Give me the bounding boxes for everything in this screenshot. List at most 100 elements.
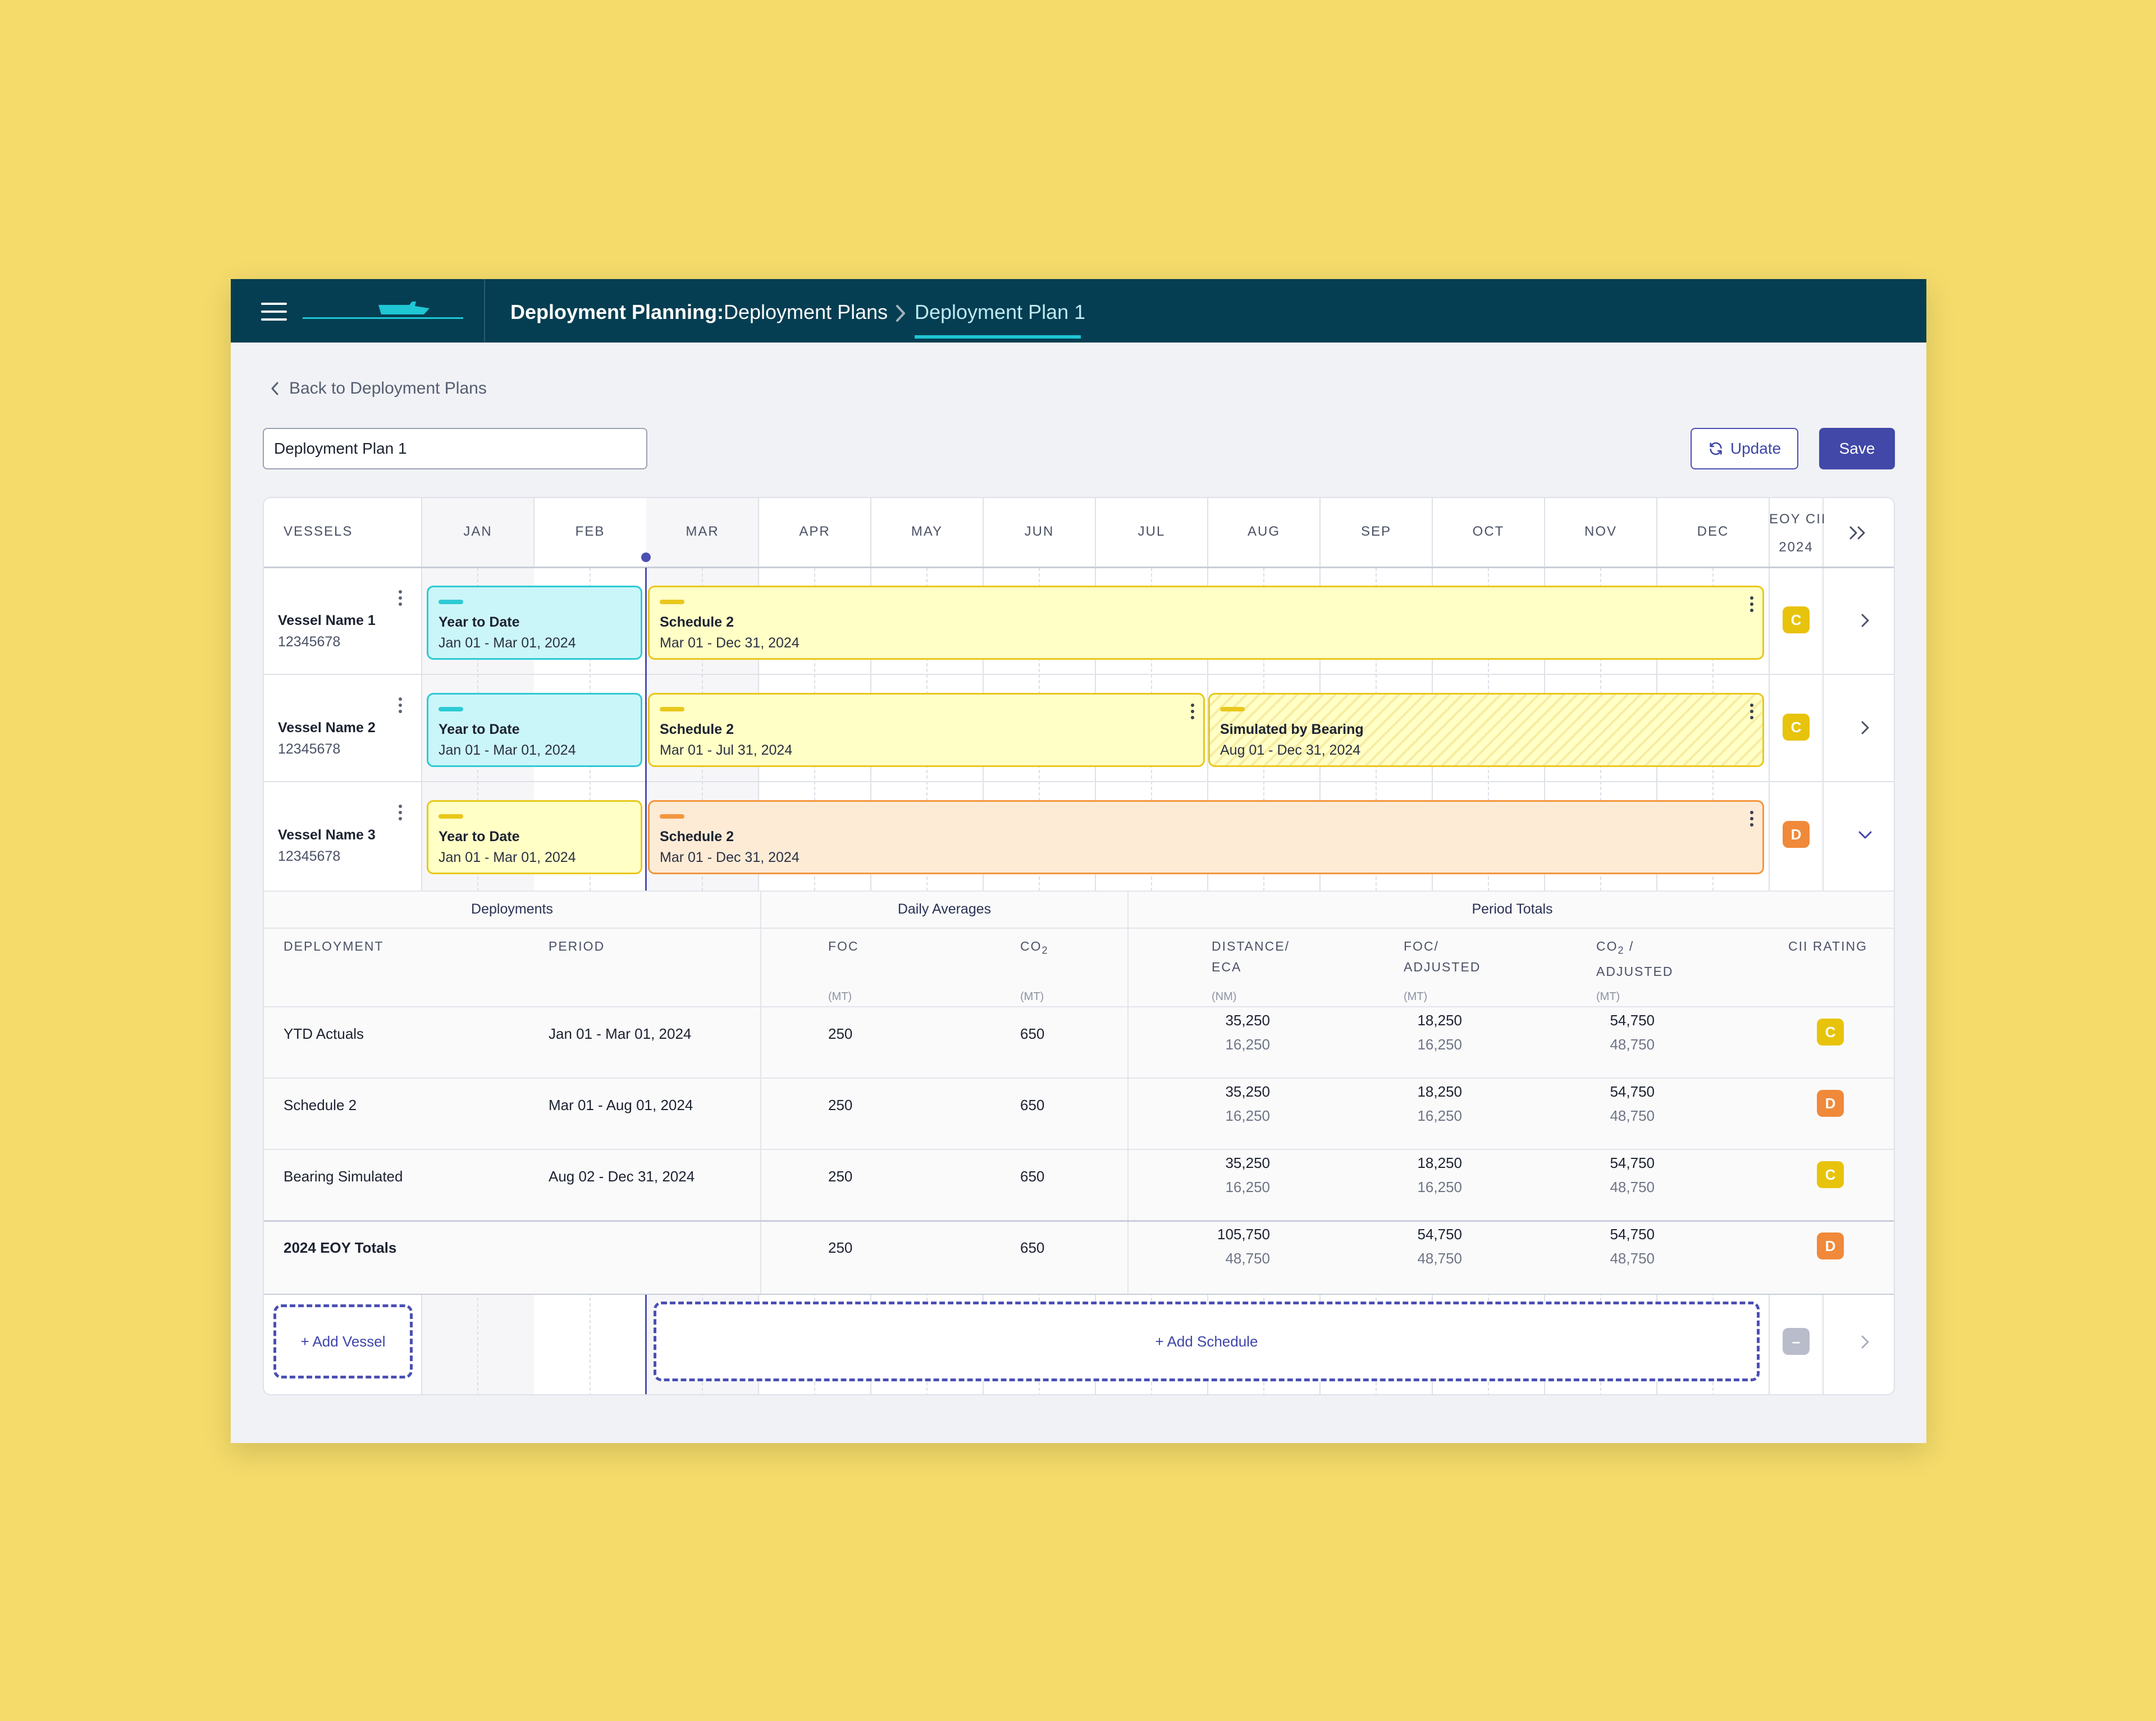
co2-total-cell: 54,750 48,750 xyxy=(1610,1080,1655,1128)
add-schedule-button[interactable]: + Add Schedule xyxy=(654,1302,1760,1381)
co2-adjusted-column-header: CO2 / ADJUSTED xyxy=(1596,936,1673,982)
foc-cell: 250 xyxy=(828,1025,853,1042)
distance-cell: 35,250 16,250 xyxy=(1225,1080,1270,1128)
co2-total-cell: 54,750 48,750 xyxy=(1610,1151,1655,1199)
header-divider xyxy=(264,567,1894,568)
foc-total-value: 54,750 xyxy=(1417,1226,1462,1243)
schedule-bar-tick xyxy=(660,814,684,819)
schedule-bar[interactable]: Year to Date Jan 01 - Mar 01, 2024 xyxy=(427,586,642,660)
co2-total-value: 54,750 xyxy=(1610,1083,1655,1100)
deployment-cell: YTD Actuals xyxy=(284,1025,364,1042)
distance-cell: 35,250 16,250 xyxy=(1225,1008,1270,1057)
cii-rating-badge-empty: – xyxy=(1783,1328,1810,1355)
foc-adjusted-value: 16,250 xyxy=(1417,1036,1462,1053)
schedule-bar-tick xyxy=(438,814,463,819)
schedule-more-icon[interactable] xyxy=(1749,704,1755,720)
eca-value: 16,250 xyxy=(1225,1107,1270,1124)
co2-adjusted-value: 48,750 xyxy=(1610,1250,1655,1267)
vessel-deployment-details: Deployments Daily Averages Period Totals… xyxy=(264,891,1894,1295)
co2-adjusted-unit: (MT) xyxy=(1596,990,1620,1003)
month-header-sep: SEP xyxy=(1360,524,1392,539)
distance-cell: 105,750 48,750 xyxy=(1217,1222,1270,1271)
update-button[interactable]: Update xyxy=(1691,428,1798,469)
chevron-down-icon[interactable] xyxy=(1857,827,1874,843)
cii-rating-badge: D xyxy=(1783,821,1810,848)
breadcrumb-current[interactable]: Deployment Plan 1 xyxy=(915,300,1086,323)
foc-total-label: FOC/ xyxy=(1404,939,1439,953)
foc-total-value: 18,250 xyxy=(1417,1012,1462,1029)
schedule-more-icon[interactable] xyxy=(1749,811,1755,828)
co2-subscript: 2 xyxy=(1042,944,1049,956)
back-to-deployment-plans-link[interactable]: Back to Deployment Plans xyxy=(270,379,487,398)
month-header-jan: JAN xyxy=(463,524,492,539)
month-header-jun: JUN xyxy=(1024,524,1054,539)
add-vessel-button[interactable]: + Add Vessel xyxy=(273,1304,413,1378)
vessels-column-header: VESSELS xyxy=(284,524,353,539)
schedule-title: Simulated by Bearing xyxy=(1220,722,1364,737)
foc-adjusted-column-header: FOC/ADJUSTED xyxy=(1404,936,1481,978)
vessel-more-icon[interactable] xyxy=(398,590,403,607)
co2-total-value: 54,750 xyxy=(1610,1226,1655,1243)
save-button[interactable]: Save xyxy=(1819,428,1895,469)
vessel-name[interactable]: Vessel Name 1 xyxy=(278,613,376,628)
schedule-title: Year to Date xyxy=(438,722,520,737)
co2-total-cell: 54,750 48,750 xyxy=(1610,1222,1655,1271)
totals-divider xyxy=(264,1220,1894,1222)
schedule-bar-tick xyxy=(438,707,463,711)
hamburger-menu-icon[interactable] xyxy=(261,303,287,321)
schedule-more-icon[interactable] xyxy=(1190,704,1195,720)
co2-total-slash: / xyxy=(1624,939,1634,953)
schedule-bar-tick xyxy=(660,600,684,604)
cii-rating-badge: C xyxy=(1783,606,1810,633)
vessel-more-icon[interactable] xyxy=(398,697,403,714)
distance-label: DISTANCE/ xyxy=(1212,939,1290,953)
today-marker-dot[interactable] xyxy=(641,553,651,562)
schedule-bar[interactable]: Year to Date Jan 01 - Mar 01, 2024 xyxy=(427,693,642,767)
totals-label: 2024 EOY Totals xyxy=(284,1239,397,1256)
chevron-right-icon[interactable] xyxy=(1857,1334,1874,1350)
cii-rating-column-header: CII RATING xyxy=(1788,939,1867,953)
schedule-bar[interactable]: Schedule 2 Mar 01 - Dec 31, 2024 xyxy=(648,800,1764,874)
co2-unit: (MT) xyxy=(1020,990,1044,1003)
vessel-more-icon[interactable] xyxy=(398,805,403,821)
period-column-header: PERIOD xyxy=(549,939,605,953)
foc-cell: 250 xyxy=(828,1168,853,1185)
cii-rating-badge: D xyxy=(1817,1090,1844,1117)
schedule-bar[interactable]: Year to Date Jan 01 - Mar 01, 2024 xyxy=(427,800,642,874)
schedule-dates: Jan 01 - Mar 01, 2024 xyxy=(438,742,576,758)
back-link-label: Back to Deployment Plans xyxy=(289,379,487,398)
schedule-bar[interactable]: Schedule 2 Mar 01 - Jul 31, 2024 xyxy=(648,693,1205,767)
table-divider xyxy=(264,891,1894,892)
schedule-dates: Mar 01 - Dec 31, 2024 xyxy=(660,635,800,651)
co2-total-value: 54,750 xyxy=(1610,1012,1655,1029)
vessel-name[interactable]: Vessel Name 2 xyxy=(278,720,376,736)
breadcrumb-deployment-plans[interactable]: Deployment Plans xyxy=(724,300,888,323)
vessel-name[interactable]: Vessel Name 3 xyxy=(278,827,376,843)
period-cell: Mar 01 - Aug 01, 2024 xyxy=(549,1097,693,1113)
double-chevron-right-icon[interactable] xyxy=(1848,525,1869,541)
cii-rating-badge: D xyxy=(1817,1232,1844,1259)
foc-adjusted-label: ADJUSTED xyxy=(1404,960,1481,974)
row-divider xyxy=(264,781,1894,782)
month-header-apr: APR xyxy=(799,524,830,539)
ship-logo-icon[interactable] xyxy=(303,296,463,326)
vessel-id: 12345678 xyxy=(278,848,341,864)
chevron-right-icon[interactable] xyxy=(1857,719,1874,736)
chevron-right-icon[interactable] xyxy=(1857,612,1874,629)
schedule-bar[interactable]: Schedule 2 Mar 01 - Dec 31, 2024 xyxy=(648,586,1764,660)
table-divider xyxy=(760,891,761,1295)
co2-total-label: CO xyxy=(1596,939,1618,953)
eca-value: 16,250 xyxy=(1225,1036,1270,1053)
cii-rating-badge: C xyxy=(1783,714,1810,741)
month-header-mar: MAR xyxy=(686,524,719,539)
row-divider xyxy=(264,674,1894,675)
schedule-bar[interactable]: Simulated by Bearing Aug 01 - Dec 31, 20… xyxy=(1208,693,1764,767)
month-header-aug: AUG xyxy=(1247,524,1280,539)
co2-adjusted-value: 48,750 xyxy=(1610,1107,1655,1124)
co2-adjusted-value: 48,750 xyxy=(1610,1036,1655,1053)
schedule-more-icon[interactable] xyxy=(1749,596,1755,613)
plan-name-input[interactable] xyxy=(263,428,647,469)
month-header-may: MAY xyxy=(911,524,943,539)
foc-total-value: 18,250 xyxy=(1417,1154,1462,1171)
schedule-title: Schedule 2 xyxy=(660,829,734,844)
